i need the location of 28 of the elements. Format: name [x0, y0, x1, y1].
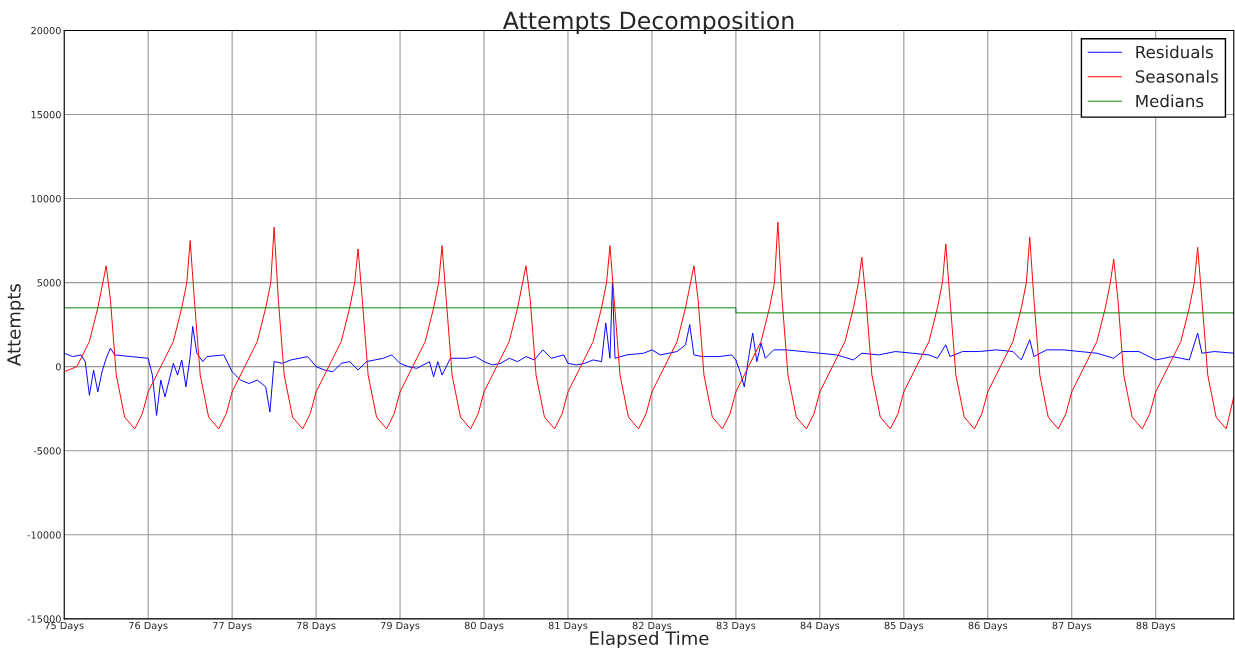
y-axis-title: Attempts	[7, 284, 25, 366]
x-tick-label: 85 Days	[884, 621, 924, 632]
x-tick-label: 88 Days	[1136, 621, 1176, 632]
legend-label: Residuals	[1136, 45, 1213, 59]
x-tick-label: 77 Days	[213, 621, 252, 632]
line-series	[64, 221, 1234, 430]
y-tick-label: 0	[55, 363, 61, 371]
y-tick-label: 10000	[31, 195, 61, 203]
y-tick-label: -15000	[27, 615, 61, 623]
y-tick-label: 20000	[31, 26, 61, 35]
chart-title: Attempts Decomposition	[502, 11, 794, 34]
x-tick-label: 78 Days	[297, 621, 336, 632]
x-tick-label: 76 Days	[129, 621, 168, 632]
y-tick-label: 5000	[37, 279, 61, 287]
x-tick-label: 87 Days	[1052, 621, 1092, 632]
legend-label: Seasonals	[1135, 69, 1218, 83]
x-tick-label: 84 Days	[800, 621, 840, 632]
x-tick-label: 80 Days	[464, 621, 504, 632]
y-tick-label: -10000	[27, 531, 61, 539]
x-tick-label: 79 Days	[380, 621, 420, 632]
x-tick-label: 82 Days	[632, 621, 672, 632]
y-tick-label: 15000	[31, 110, 61, 119]
x-tick-label: 86 Days	[968, 621, 1008, 632]
x-tick-label: 83 Days	[716, 621, 756, 632]
y-tick-label: -5000	[33, 447, 61, 455]
x-axis-title: Elapsed Time	[590, 631, 709, 648]
x-tick-label: 81 Days	[548, 621, 588, 632]
legend-label: Medians	[1136, 94, 1204, 108]
